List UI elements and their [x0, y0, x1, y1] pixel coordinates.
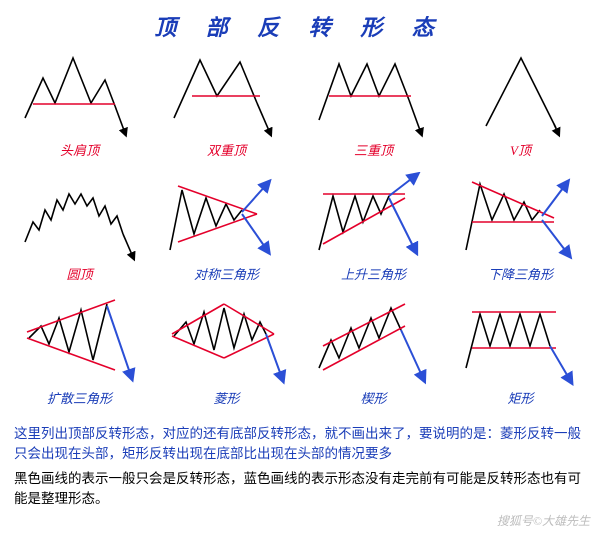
- descending-triangle-icon: [456, 172, 586, 262]
- pattern-label: 对称三角形: [194, 264, 259, 283]
- double-top-icon: [162, 48, 292, 138]
- pattern-cell: 菱形: [155, 296, 298, 416]
- diamond-icon: [162, 296, 292, 386]
- rectangle-icon: [456, 296, 586, 386]
- pattern-cell: 楔形: [302, 296, 445, 416]
- pattern-label: 菱形: [213, 388, 239, 407]
- watermark: 搜狐号©大雄先生: [497, 512, 590, 529]
- pattern-label: 矩形: [507, 388, 533, 407]
- pattern-cell: 双重顶: [155, 48, 298, 168]
- pattern-cell: 三重顶: [302, 48, 445, 168]
- pattern-cell: 上升三角形: [302, 172, 445, 292]
- pattern-label: 下降三角形: [488, 264, 553, 283]
- pattern-cell: 下降三角形: [449, 172, 592, 292]
- pattern-label: 上升三角形: [341, 264, 406, 283]
- ascending-triangle-icon: [309, 172, 439, 262]
- triple-top-icon: [309, 48, 439, 138]
- head-shoulders-top-icon: [15, 48, 145, 138]
- symmetrical-triangle-icon: [162, 172, 292, 262]
- v-top-icon: [456, 48, 586, 138]
- footer-para-2: 黑色画线的表示一般只会是反转形态，蓝色画线的表示形态没有走完前有可能是反转形态也…: [14, 469, 586, 510]
- page-title: 顶 部 反 转 形 态: [0, 0, 600, 48]
- pattern-label: 双重顶: [207, 140, 246, 159]
- wedge-icon: [309, 296, 439, 386]
- footer-para-1: 这里列出顶部反转形态，对应的还有底部反转形态，就不画出来了，要说明的是：菱形反转…: [14, 424, 586, 465]
- pattern-label: 扩散三角形: [47, 388, 112, 407]
- pattern-label: 圆顶: [66, 264, 92, 283]
- footer-text: 这里列出顶部反转形态，对应的还有底部反转形态，就不画出来了，要说明的是：菱形反转…: [0, 416, 600, 509]
- pattern-label: V顶: [510, 140, 531, 159]
- round-top-icon: [15, 172, 145, 262]
- pattern-cell: V顶: [449, 48, 592, 168]
- pattern-label: 楔形: [360, 388, 386, 407]
- pattern-cell: 扩散三角形: [8, 296, 151, 416]
- pattern-label: 头肩顶: [60, 140, 99, 159]
- pattern-cell: 对称三角形: [155, 172, 298, 292]
- pattern-cell: 头肩顶: [8, 48, 151, 168]
- broadening-triangle-icon: [15, 296, 145, 386]
- pattern-grid: 头肩顶 双重顶 三重顶 V顶 圆顶: [0, 48, 600, 416]
- pattern-cell: 矩形: [449, 296, 592, 416]
- pattern-label: 三重顶: [354, 140, 393, 159]
- pattern-cell: 圆顶: [8, 172, 151, 292]
